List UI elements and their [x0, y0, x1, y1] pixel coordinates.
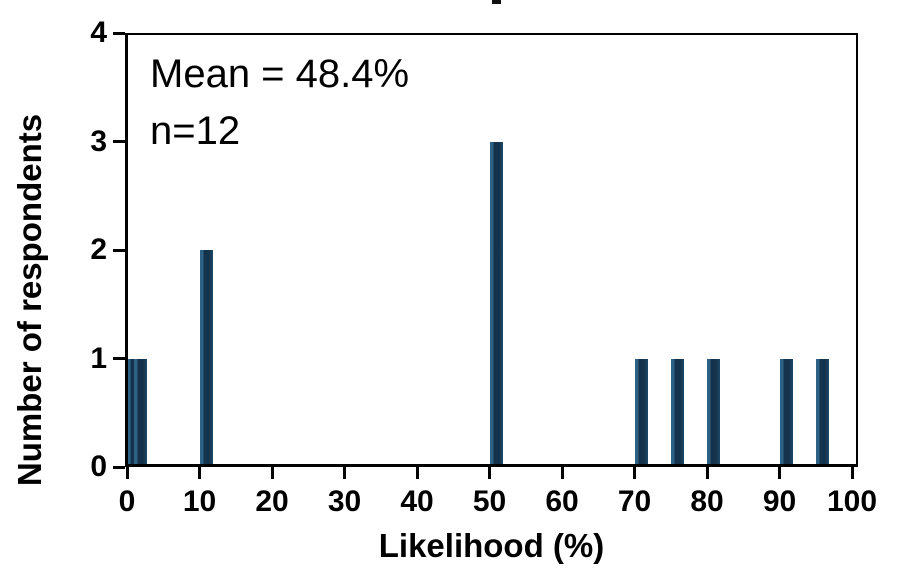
y-tick-1 — [113, 357, 125, 360]
bar-x95 — [815, 358, 829, 467]
x-tick-10 — [198, 467, 201, 479]
x-tick-label-70: 70 — [617, 485, 652, 518]
x-tick-label-80: 80 — [690, 485, 724, 518]
x-tick-40 — [415, 467, 419, 479]
x-tick-label-20: 20 — [255, 485, 289, 518]
bar-x90 — [779, 358, 793, 467]
y-tick-label-1: 1 — [90, 341, 107, 375]
x-tick-20 — [270, 467, 274, 479]
bar-x70 — [634, 358, 648, 467]
y-tick-4 — [113, 31, 125, 35]
annotation-n: n=12 — [150, 109, 241, 153]
x-tick-70 — [633, 467, 636, 479]
x-tick-80 — [705, 467, 709, 479]
y-tick-2 — [113, 248, 125, 252]
x-tick-30 — [343, 467, 346, 479]
y-tick-label-4: 4 — [90, 16, 107, 49]
chart-annotation: Mean = 48.4% n=12 — [150, 46, 409, 160]
bar-x75 — [670, 358, 684, 467]
y-tick-label-0: 0 — [90, 450, 107, 483]
x-axis-title: Likelihood (%) — [378, 527, 605, 564]
x-tick-label-0: 0 — [118, 485, 136, 518]
y-tick-3 — [113, 140, 125, 143]
x-tick-label-50: 50 — [472, 485, 507, 518]
x-tick-label-60: 60 — [545, 485, 579, 518]
x-tick-0 — [125, 467, 129, 479]
annotation-mean: Mean = 48.4% — [150, 52, 410, 96]
x-tick-label-90: 90 — [762, 485, 797, 518]
plot-border — [125, 33, 858, 467]
bar-x10 — [199, 250, 213, 467]
x-tick-label-30: 30 — [327, 485, 362, 518]
x-tick-100 — [850, 467, 854, 479]
x-tick-90 — [778, 467, 781, 479]
x-tick-50 — [488, 467, 491, 479]
x-tick-label-40: 40 — [400, 485, 434, 518]
bar-x80 — [707, 358, 720, 467]
cropped-title-fragment — [492, 0, 501, 4]
x-tick-label-10: 10 — [182, 485, 217, 518]
x-tick-60 — [560, 467, 564, 479]
y-tick-label-3: 3 — [90, 124, 107, 158]
y-tick-label-2: 2 — [90, 233, 107, 266]
y-tick-0 — [113, 465, 125, 469]
y-axis-title: Number of respondents — [11, 113, 48, 487]
bar-x50 — [489, 141, 503, 467]
x-tick-label-100: 100 — [826, 485, 878, 518]
x-axis-line — [125, 464, 858, 467]
y-axis-line — [125, 33, 128, 467]
bar-x1 — [134, 358, 148, 467]
